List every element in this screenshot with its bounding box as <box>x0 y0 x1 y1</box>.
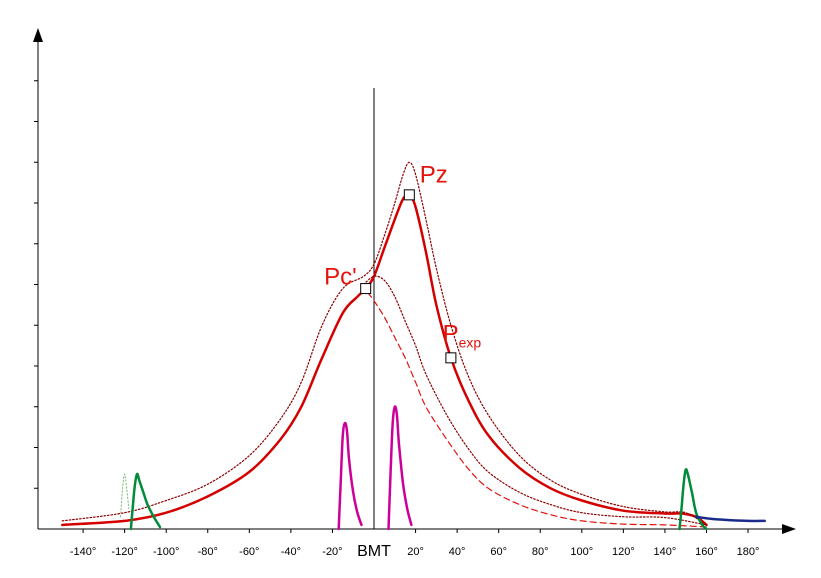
series-line-5 <box>120 473 130 518</box>
x-tick-label: -100° <box>153 546 179 558</box>
x-tick-label: -140° <box>70 546 96 558</box>
x-tick-label: -80° <box>198 546 218 558</box>
annotation-text: P <box>443 321 459 348</box>
annotation-subscript: exp <box>459 335 482 351</box>
bmt-label: BMT <box>357 543 391 560</box>
x-tick-label: 80° <box>532 546 549 558</box>
series-layer <box>61 161 766 531</box>
series-line-6 <box>678 468 708 531</box>
series-line-8 <box>387 405 413 531</box>
marker-layer <box>360 189 457 364</box>
series-line-1 <box>61 161 708 526</box>
series-line-9 <box>694 515 766 523</box>
annotation-label: Pexp <box>443 321 482 351</box>
x-tick-label: 180° <box>737 546 760 558</box>
annotation-label: Pz <box>420 162 448 189</box>
x-tick-label: 160° <box>695 546 718 558</box>
x-tick-label: 140° <box>654 546 677 558</box>
axes <box>33 28 796 534</box>
marker-pz <box>403 189 415 201</box>
series-line-2 <box>363 275 708 526</box>
annotation-text: Pz <box>420 162 448 189</box>
series-line-4 <box>129 472 162 531</box>
x-tick-label: 100° <box>570 546 593 558</box>
x-tick-label: -120° <box>111 546 137 558</box>
label-layer: -140° -120° -100° -80° -60° -40° -20° 20° 40° 60°… <box>70 162 760 560</box>
x-axis-arrow-icon <box>782 524 796 534</box>
x-tick-label: 40° <box>449 546 466 558</box>
y-axis-arrow-icon <box>33 28 43 42</box>
x-tick-label: -60° <box>239 546 259 558</box>
annotation-text: Pc' <box>324 264 357 291</box>
x-tick-label: 120° <box>612 546 635 558</box>
marker-pc <box>360 283 372 295</box>
series-line-3 <box>367 292 708 528</box>
series-line-0 <box>61 193 708 527</box>
x-tick-label: 20° <box>407 546 424 558</box>
x-tick-label: -20° <box>322 546 342 558</box>
marker-pexp <box>445 352 457 364</box>
x-tick-label: -40° <box>281 546 301 558</box>
annotation-label: Pc' <box>324 264 357 291</box>
x-tick-label: 60° <box>490 546 507 558</box>
series-line-7 <box>337 421 363 531</box>
